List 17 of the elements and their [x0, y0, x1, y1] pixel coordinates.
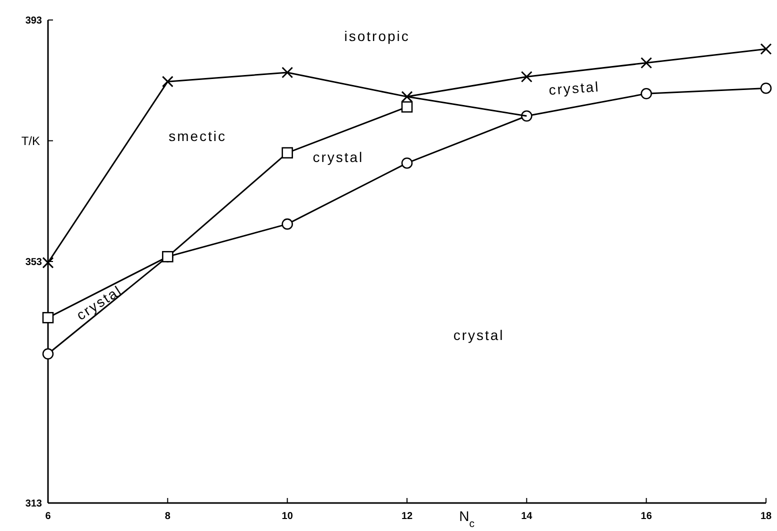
annotation: isotropic — [344, 28, 410, 44]
annotation: crystal — [453, 326, 504, 343]
x-tick-label: 18 — [760, 511, 772, 522]
x-axis-title: N$_{c}$ — [459, 508, 475, 530]
annotation: crystal — [312, 148, 364, 165]
y-tick-label: 353 — [25, 257, 42, 268]
x-tick-label: 8 — [164, 511, 171, 522]
y-axis-title: T/K — [21, 134, 40, 148]
x-tick-label: 12 — [401, 511, 413, 522]
y-tick-label: 393 — [25, 16, 42, 26]
x-tick-label: 16 — [640, 511, 652, 522]
y-tick-label: 313 — [25, 498, 42, 510]
x-tick-label: 10 — [282, 511, 294, 522]
annotation: crystal — [548, 78, 600, 98]
annotation: smectic — [168, 128, 227, 144]
x-tick-label: 14 — [521, 511, 533, 522]
x-tick-label: 6 — [45, 511, 52, 522]
